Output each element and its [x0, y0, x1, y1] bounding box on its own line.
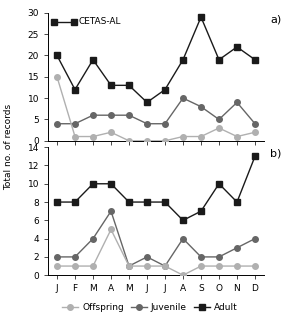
Text: CETAS-AL: CETAS-AL — [78, 17, 121, 26]
Text: Total no. of records: Total no. of records — [4, 104, 14, 190]
Text: b): b) — [271, 148, 282, 158]
Text: a): a) — [271, 14, 282, 24]
Legend: Offspring, Juvenile, Adult: Offspring, Juvenile, Adult — [58, 299, 242, 316]
